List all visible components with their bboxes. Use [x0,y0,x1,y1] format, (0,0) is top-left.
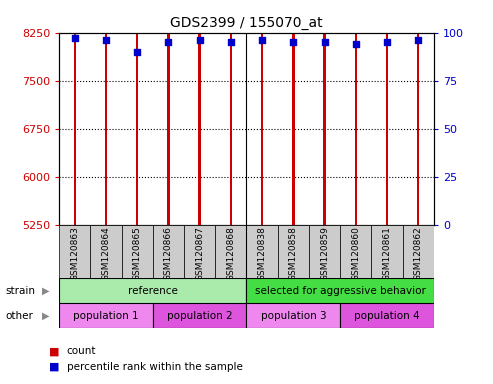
Text: GSM120867: GSM120867 [195,226,204,281]
Text: GSM120864: GSM120864 [102,226,110,281]
Point [320,39,328,45]
Point [383,39,391,45]
Bar [122,225,153,278]
Bar [59,278,246,303]
Bar [198,0,201,225]
Point [289,39,297,45]
Point [227,39,235,45]
Point [102,37,110,43]
Bar [59,303,153,328]
Title: GDS2399 / 155070_at: GDS2399 / 155070_at [170,16,323,30]
Text: GSM120838: GSM120838 [258,226,267,281]
Bar [246,225,278,278]
Text: ▶: ▶ [42,286,49,296]
Bar [278,225,309,278]
Text: reference: reference [128,286,178,296]
Bar [417,0,420,225]
Text: population 1: population 1 [73,311,139,321]
Bar [90,225,122,278]
Text: population 2: population 2 [167,311,233,321]
Text: GSM120866: GSM120866 [164,226,173,281]
Text: strain: strain [5,286,35,296]
Bar [59,225,90,278]
Bar [403,225,434,278]
Point [352,41,360,47]
Bar [136,0,139,225]
Point [133,49,141,55]
Bar [153,303,246,328]
Point [71,35,79,41]
Text: GSM120861: GSM120861 [383,226,391,281]
Bar [246,303,340,328]
Text: GSM120863: GSM120863 [70,226,79,281]
Bar [105,0,107,225]
Text: GSM120858: GSM120858 [289,226,298,281]
Text: GSM120865: GSM120865 [133,226,141,281]
Bar [340,225,371,278]
Bar [309,225,340,278]
Text: GSM120868: GSM120868 [226,226,235,281]
Point [258,37,266,43]
Point [165,39,173,45]
Bar [261,0,263,225]
Text: ■: ■ [49,362,60,372]
Text: population 3: population 3 [260,311,326,321]
Bar [215,225,246,278]
Bar [386,0,388,225]
Bar [153,225,184,278]
Point [196,37,204,43]
Bar [230,0,232,225]
Bar [371,225,403,278]
Text: ■: ■ [49,346,60,356]
Text: percentile rank within the sample: percentile rank within the sample [67,362,243,372]
Text: other: other [5,311,33,321]
Bar [246,278,434,303]
Text: selected for aggressive behavior: selected for aggressive behavior [255,286,425,296]
Bar [340,303,434,328]
Bar [354,0,357,225]
Bar [184,225,215,278]
Bar [167,0,170,225]
Text: GSM120860: GSM120860 [352,226,360,281]
Text: GSM120859: GSM120859 [320,226,329,281]
Text: count: count [67,346,96,356]
Point [414,37,422,43]
Text: population 4: population 4 [354,311,420,321]
Text: GSM120862: GSM120862 [414,226,423,281]
Text: ▶: ▶ [42,311,49,321]
Bar [323,0,326,225]
Bar [292,0,295,225]
Bar [73,0,76,225]
